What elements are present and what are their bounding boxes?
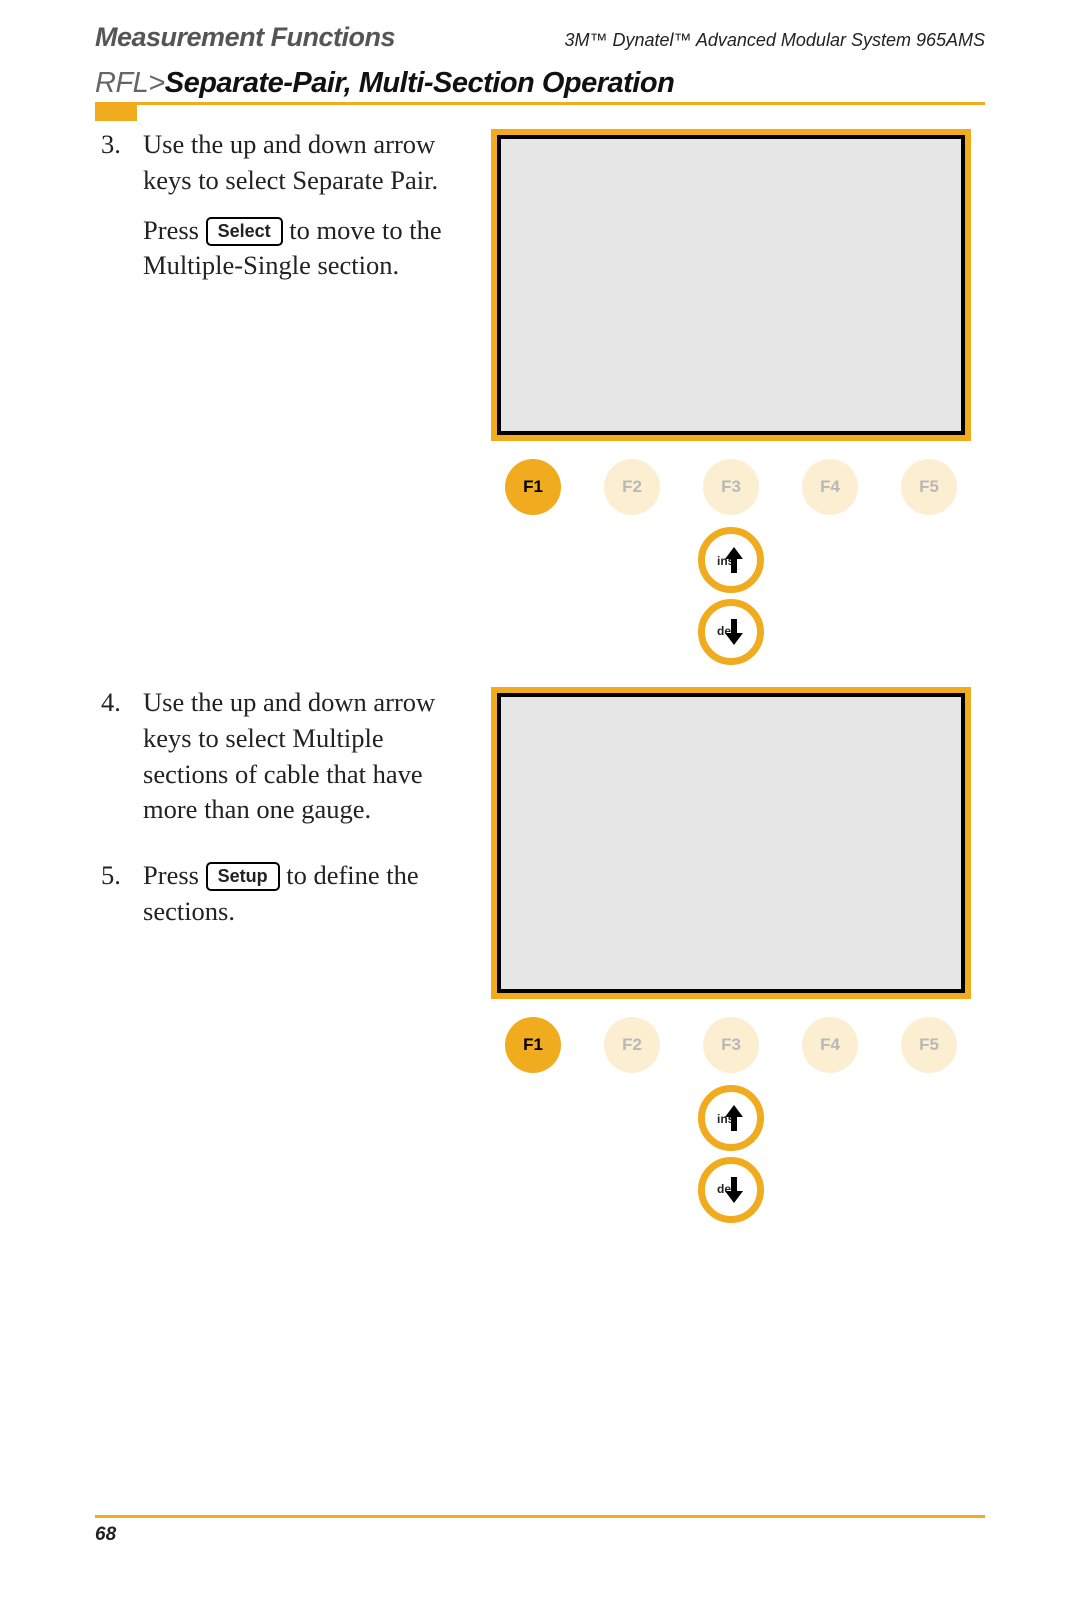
instruction-block-1: 3.Use the up and down arrow keys to sele… [95, 127, 985, 665]
page-footer: 68 [95, 1515, 985, 1546]
section-rule [95, 102, 985, 105]
header-section-name: Measurement Functions [95, 22, 395, 53]
step-number: 4. [95, 685, 143, 842]
device-screen-frame [491, 687, 971, 999]
step-number: 3. [95, 127, 143, 298]
section-title: Separate-Pair, Multi-Section Operation [165, 67, 675, 99]
page-header: Measurement Functions 3M™ Dynatel™ Advan… [95, 22, 985, 53]
step-paragraph: Press Select to move to the Multiple-Sin… [143, 213, 473, 285]
device-illustration-1: F1 F2 F3 F4 F5 insdel [491, 127, 971, 665]
arrow-up-key: ins [698, 1085, 764, 1151]
steps-list-2: 4.Use the up and down arrow keys to sele… [95, 685, 473, 944]
arrow-down-key: del [698, 599, 764, 665]
fkey-f5: F5 [901, 1017, 957, 1073]
arrow-keys: insdel [491, 1085, 971, 1223]
fkey-f4: F4 [802, 1017, 858, 1073]
section-prefix: RFL> [95, 67, 165, 99]
step-number: 5. [95, 858, 143, 944]
fkey-f5: F5 [901, 459, 957, 515]
step-paragraph: Use the up and down arrow keys to select… [143, 685, 473, 828]
fkey-f1: F1 [505, 459, 561, 515]
device-screen-frame [491, 129, 971, 441]
step-body: Press Setup to define the sections. [143, 858, 473, 944]
fkey-f2: F2 [604, 1017, 660, 1073]
fkey-row: F1 F2 F3 F4 F5 [491, 999, 971, 1083]
arrow-up-key: ins [698, 527, 764, 593]
steps-list-1: 3.Use the up and down arrow keys to sele… [95, 127, 473, 298]
step-item: 5.Press Setup to define the sections. [95, 858, 473, 944]
device-illustration-2: F1 F2 F3 F4 F5 insdel [491, 685, 971, 1223]
step-body: Use the up and down arrow keys to select… [143, 127, 473, 298]
device-screen [497, 693, 965, 993]
fkey-f2: F2 [604, 459, 660, 515]
page-number: 68 [95, 1524, 985, 1546]
section-title-block: RFL>Separate-Pair, Multi-Section Operati… [95, 67, 985, 105]
instruction-block-2: 4.Use the up and down arrow keys to sele… [95, 685, 985, 1223]
fkey-f3: F3 [703, 1017, 759, 1073]
step-paragraph: Press Setup to define the sections. [143, 858, 473, 930]
step-body: Use the up and down arrow keys to select… [143, 685, 473, 842]
fkey-row: F1 F2 F3 F4 F5 [491, 441, 971, 525]
step-paragraph: Use the up and down arrow keys to select… [143, 127, 473, 199]
fkey-f1: F1 [505, 1017, 561, 1073]
select-key-label: Select [206, 217, 283, 246]
fkey-f3: F3 [703, 459, 759, 515]
footer-rule [95, 1515, 985, 1518]
step-item: 4.Use the up and down arrow keys to sele… [95, 685, 473, 842]
header-product-name: 3M™ Dynatel™ Advanced Modular System 965… [564, 30, 985, 51]
arrow-keys: insdel [491, 527, 971, 665]
fkey-f4: F4 [802, 459, 858, 515]
step-item: 3.Use the up and down arrow keys to sele… [95, 127, 473, 298]
arrow-down-key: del [698, 1157, 764, 1223]
device-screen [497, 135, 965, 435]
setup-key-label: Setup [206, 862, 280, 891]
